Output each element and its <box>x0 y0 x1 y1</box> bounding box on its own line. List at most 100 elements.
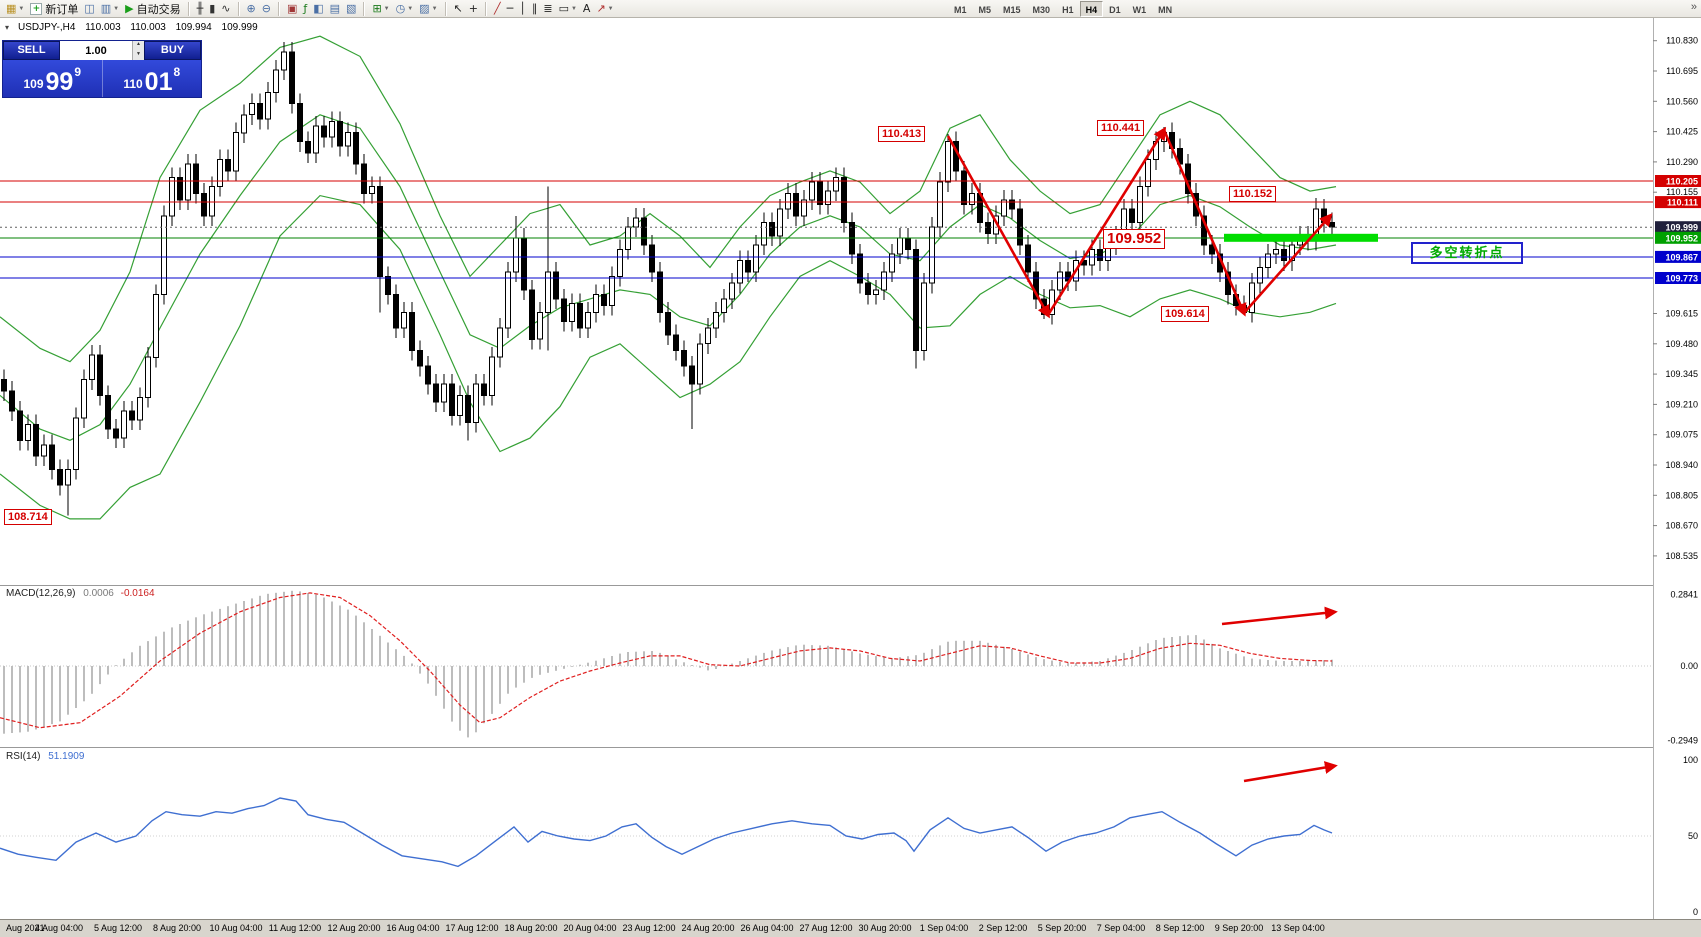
new-order-button[interactable]: + 新订单 <box>27 1 81 17</box>
one-click-trading-panel: SELL ▲ ▼ BUY 109 99 9 110 01 8 <box>2 40 202 98</box>
strategy-tester-icon[interactable]: ▧ <box>343 1 359 17</box>
svg-text:110.560: 110.560 <box>1666 96 1698 106</box>
volume-input[interactable] <box>60 41 132 60</box>
timeframe-button-mn[interactable]: MN <box>1158 5 1173 15</box>
bar-chart-icon[interactable]: ╫ <box>194 1 207 17</box>
time-label: 10 Aug 04:00 <box>209 923 263 933</box>
macd-panel <box>0 590 1653 738</box>
horizontal-line-icon[interactable]: ─ <box>504 1 517 17</box>
fibonacci-icon: ≣ <box>543 1 553 15</box>
text-icon[interactable]: A <box>580 1 594 17</box>
svg-text:109.075: 109.075 <box>1665 430 1698 440</box>
rsi-line <box>0 797 1333 868</box>
time-label: 7 Sep 04:00 <box>1096 923 1146 933</box>
price-annotation: 109.614 <box>1161 306 1209 322</box>
crosshair-icon[interactable]: + <box>466 1 481 17</box>
candles-layer <box>1 41 1335 516</box>
channel-icon[interactable]: ∥ <box>529 1 541 17</box>
time-label: 9 Sep 20:00 <box>1214 923 1264 933</box>
timeframe-button-w1[interactable]: W1 <box>1132 5 1147 15</box>
time-label: 8 Sep 12:00 <box>1155 923 1205 933</box>
price-annotation: 110.413 <box>878 126 926 142</box>
charts-windows-icon[interactable]: ◫ <box>81 1 97 17</box>
add-indicator-icon[interactable]: ⊞ ▼ <box>369 1 392 17</box>
toolbar-separator <box>237 1 240 16</box>
line-chart-icon[interactable]: ∿ <box>218 1 233 17</box>
macd-value: 0.0006 <box>83 588 114 599</box>
toolbar-separator <box>484 1 487 16</box>
timeframe-button-m1[interactable]: M1 <box>954 5 967 15</box>
time-label: 24 Aug 20:00 <box>681 923 735 933</box>
chevron-down-icon: ▼ <box>18 5 25 12</box>
svg-text:110.111: 110.111 <box>1667 198 1698 208</box>
timeframe-button-h1[interactable]: H1 <box>1062 5 1074 15</box>
indicators-list-icon: ƒ <box>303 1 308 15</box>
toolbar-separator <box>363 1 366 16</box>
tile-windows-icon[interactable]: ▣ <box>284 1 300 17</box>
profiles-icon[interactable]: ▥ ▼ <box>98 1 122 17</box>
buy-button[interactable]: BUY <box>144 41 201 60</box>
timeframe-button-m15[interactable]: M15 <box>1003 5 1021 15</box>
strategy-tester-icon: ▧ <box>346 1 357 15</box>
new-chart-icon: ▦ <box>6 1 17 15</box>
navigator-icon: ◧ <box>313 1 324 15</box>
time-label: 30 Aug 20:00 <box>858 923 912 933</box>
timeframe-button-d1[interactable]: D1 <box>1109 5 1121 15</box>
fibonacci-icon[interactable]: ≣ <box>540 1 555 17</box>
sell-price-base: 109 <box>23 77 44 91</box>
navigator-icon[interactable]: ◧ <box>310 1 326 17</box>
time-label: 5 Sep 20:00 <box>1037 923 1087 933</box>
arrow-tools-icon[interactable]: ↗ ▼ <box>593 1 616 17</box>
timeframe-button-m30[interactable]: M30 <box>1032 5 1051 15</box>
buy-price[interactable]: 110 01 8 <box>103 60 202 97</box>
horizontal-line-icon: ─ <box>506 1 514 15</box>
horizontal-price-lines[interactable] <box>0 180 1653 279</box>
toolbar-separator <box>444 1 447 16</box>
zoom-in-icon[interactable]: ⊕ <box>244 1 259 17</box>
sell-price[interactable]: 109 99 9 <box>3 60 103 97</box>
zoom-in-icon: ⊕ <box>246 1 256 15</box>
svg-text:109.952: 109.952 <box>1665 233 1698 243</box>
volume-up-icon[interactable]: ▲ <box>133 41 144 51</box>
timeframe-button-m5[interactable]: M5 <box>978 5 992 15</box>
shapes-icon[interactable]: ▭ ▼ <box>556 1 580 17</box>
sell-button[interactable]: SELL <box>3 41 60 60</box>
sell-price-point: 9 <box>74 65 82 79</box>
timeframe-toolbar: M1 M5 M15 M30 H1 H4 D1 W1 MN <box>948 1 1178 17</box>
chart-plot-area[interactable] <box>0 18 1701 919</box>
cursor-icon[interactable]: ↖ <box>451 1 466 17</box>
macd-label: MACD(12,26,9) 0.0006 -0.0164 <box>6 588 155 599</box>
channel-icon: ∥ <box>531 1 538 15</box>
one-click-collapse-icon[interactable]: ▾ <box>5 23 10 32</box>
chevron-down-icon: ▼ <box>407 5 414 12</box>
time-axis[interactable]: Aug 2021 4 Aug 04:00 5 Aug 12:00 8 Aug 20:0… <box>0 919 1701 937</box>
tile-windows-icon: ▣ <box>286 1 298 15</box>
terminal-icon[interactable]: ▤ <box>327 1 343 17</box>
volume-stepper[interactable]: ▲ ▼ <box>132 41 144 60</box>
macd-trend-arrow <box>1221 606 1338 626</box>
time-label: 8 Aug 20:00 <box>152 923 202 933</box>
vertical-line-icon[interactable]: │ <box>516 1 529 17</box>
auto-trading-button[interactable]: ▶ 自动交易 <box>122 1 183 17</box>
chevron-down-icon: ▼ <box>570 5 577 12</box>
charts-windows-icon: ◫ <box>84 1 95 15</box>
volume-down-icon[interactable]: ▼ <box>133 50 144 60</box>
template-icon[interactable]: ▨ ▼ <box>416 1 440 17</box>
toolbar-overflow-icon[interactable]: » <box>1690 1 1697 13</box>
trendline-icon[interactable]: ╱ <box>491 1 504 17</box>
period-icon[interactable]: ◷ ▼ <box>393 1 417 17</box>
price-axis[interactable]: 110.830 110.695 110.560 110.425 110.290 110.1… <box>1653 18 1701 919</box>
svg-text:110.695: 110.695 <box>1666 66 1698 76</box>
zoom-out-icon[interactable]: ⊖ <box>259 1 274 17</box>
high-value: 110.003 <box>130 22 166 33</box>
new-chart-icon[interactable]: ▦ ▼ <box>3 1 27 17</box>
template-icon: ▨ <box>419 1 430 15</box>
buy-price-base: 110 <box>123 77 143 91</box>
time-label: 12 Aug 20:00 <box>327 923 381 933</box>
time-label: 5 Aug 12:00 <box>93 923 143 933</box>
buy-price-point: 8 <box>173 65 181 79</box>
timeframe-button-h4[interactable]: H4 <box>1079 1 1104 17</box>
indicators-list-icon[interactable]: ƒ <box>300 1 310 17</box>
candlestick-chart-icon[interactable]: ▮ <box>206 1 218 17</box>
